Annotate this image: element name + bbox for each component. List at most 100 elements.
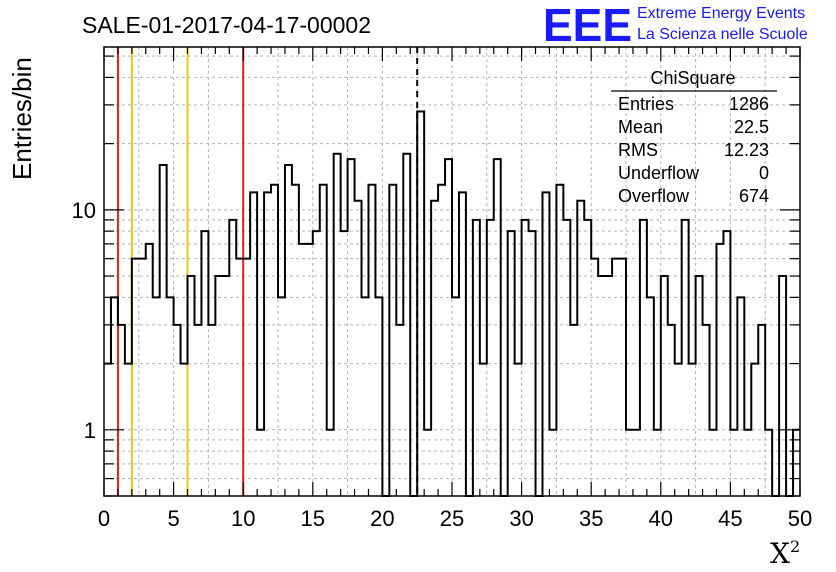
histogram-bin bbox=[389, 185, 396, 496]
histogram-bin bbox=[257, 430, 264, 496]
histogram-bin bbox=[306, 244, 313, 496]
histogram-bin bbox=[250, 192, 257, 496]
histogram-bin bbox=[396, 325, 403, 496]
histogram-bin bbox=[487, 220, 494, 496]
logo-line2: La Scienza nelle Scuole bbox=[637, 26, 808, 43]
histogram-bin bbox=[556, 185, 563, 496]
histogram-bin bbox=[292, 185, 299, 496]
histogram-bin bbox=[201, 231, 208, 496]
stats-value-rms: 12.23 bbox=[724, 140, 769, 160]
histogram-bin bbox=[542, 192, 549, 496]
histogram-bin bbox=[313, 231, 320, 496]
chart-title: SALE-01-2017-04-17-00002 bbox=[82, 12, 371, 38]
x-tick-label: 15 bbox=[301, 506, 325, 531]
histogram-bin bbox=[626, 430, 633, 496]
histogram-bin bbox=[730, 430, 737, 496]
histogram-bin bbox=[668, 325, 675, 496]
histogram-bin bbox=[703, 325, 710, 496]
histogram-outline bbox=[104, 110, 800, 497]
stats-value-mean: 22.5 bbox=[734, 117, 769, 137]
x-axis-label-main: X bbox=[770, 537, 790, 570]
stats-label-underflow: Underflow bbox=[618, 163, 700, 183]
histogram-bin bbox=[508, 231, 515, 496]
histogram-bin bbox=[619, 259, 626, 496]
histogram-bin bbox=[765, 430, 772, 496]
tick-labels: 0 5 10 15 20 25 30 35 40 45 50 1 10 bbox=[72, 198, 813, 531]
histogram-bin bbox=[633, 430, 640, 496]
histogram-bin bbox=[689, 364, 696, 496]
histogram-bin bbox=[515, 364, 522, 496]
histogram-bin bbox=[737, 297, 744, 496]
histogram-bin bbox=[710, 430, 717, 496]
x-tick-label: 10 bbox=[231, 506, 255, 531]
histogram-bin bbox=[327, 430, 334, 496]
histogram-bin bbox=[570, 325, 577, 496]
histogram-bin bbox=[139, 259, 146, 496]
histogram-bin bbox=[403, 154, 410, 496]
histogram-bin bbox=[229, 220, 236, 496]
histogram-bin bbox=[431, 201, 438, 496]
histogram-bin bbox=[174, 325, 181, 496]
histogram-bin bbox=[445, 159, 452, 496]
x-tick-label: 40 bbox=[649, 506, 673, 531]
histogram-bin bbox=[299, 244, 306, 496]
histogram-bin bbox=[696, 276, 703, 496]
histogram-bin bbox=[153, 297, 160, 496]
histogram-bin bbox=[111, 297, 118, 496]
histogram-bin bbox=[459, 192, 466, 496]
histogram-bin bbox=[682, 220, 689, 496]
stats-label-rms: RMS bbox=[618, 140, 658, 160]
histogram-bin bbox=[222, 276, 229, 496]
histogram-bin bbox=[424, 430, 431, 496]
histogram-bin bbox=[194, 325, 201, 496]
histogram-bin bbox=[278, 297, 285, 496]
x-tick-label: 30 bbox=[509, 506, 533, 531]
x-axis-label: X 2 bbox=[770, 537, 800, 570]
histogram-bin bbox=[779, 276, 786, 496]
histogram-bin bbox=[452, 297, 459, 496]
histogram-bin bbox=[236, 259, 243, 496]
histogram-bin bbox=[549, 430, 556, 496]
histogram-bin bbox=[584, 220, 591, 496]
histogram-bin bbox=[320, 185, 327, 496]
x-tick-label: 5 bbox=[167, 506, 179, 531]
histogram-bin bbox=[243, 259, 250, 496]
histogram-bin bbox=[285, 165, 292, 496]
histogram-bin bbox=[271, 185, 278, 496]
histogram-bin bbox=[591, 259, 598, 496]
histogram-bin bbox=[348, 159, 355, 496]
histogram-bin bbox=[146, 244, 153, 496]
stats-label-entries: Entries bbox=[618, 94, 674, 114]
x-tick-label: 20 bbox=[370, 506, 394, 531]
histogram-bin bbox=[480, 364, 487, 496]
histogram-bin bbox=[355, 201, 362, 496]
histogram-bin bbox=[181, 364, 188, 496]
histogram-bin bbox=[640, 220, 647, 496]
histogram-bin bbox=[522, 220, 529, 496]
logo-letters: EEE bbox=[543, 0, 632, 51]
stats-value-overflow: 674 bbox=[739, 186, 769, 206]
histogram-bin bbox=[563, 220, 570, 496]
histogram-bin bbox=[494, 159, 501, 496]
histogram-bin bbox=[341, 231, 348, 496]
histogram-bin bbox=[215, 276, 222, 496]
histogram-bin bbox=[529, 231, 536, 496]
histogram-bin bbox=[417, 111, 424, 496]
stats-value-underflow: 0 bbox=[759, 163, 769, 183]
histogram-bin bbox=[675, 364, 682, 496]
histogram-bin bbox=[264, 192, 271, 496]
histogram-bin bbox=[473, 220, 480, 496]
histogram-bin bbox=[612, 259, 619, 496]
histogram-bin bbox=[723, 231, 730, 496]
axis-ticks bbox=[103, 47, 801, 497]
stats-title: ChiSquare bbox=[650, 68, 735, 88]
x-tick-label: 45 bbox=[718, 506, 742, 531]
x-tick-label: 25 bbox=[440, 506, 464, 531]
stats-label-mean: Mean bbox=[618, 117, 663, 137]
histogram-bin bbox=[118, 325, 125, 496]
histogram-bin bbox=[160, 165, 167, 496]
stats-label-overflow: Overflow bbox=[618, 186, 690, 206]
histogram-bin bbox=[362, 297, 369, 496]
logo-line1: Extreme Energy Events bbox=[637, 5, 805, 22]
